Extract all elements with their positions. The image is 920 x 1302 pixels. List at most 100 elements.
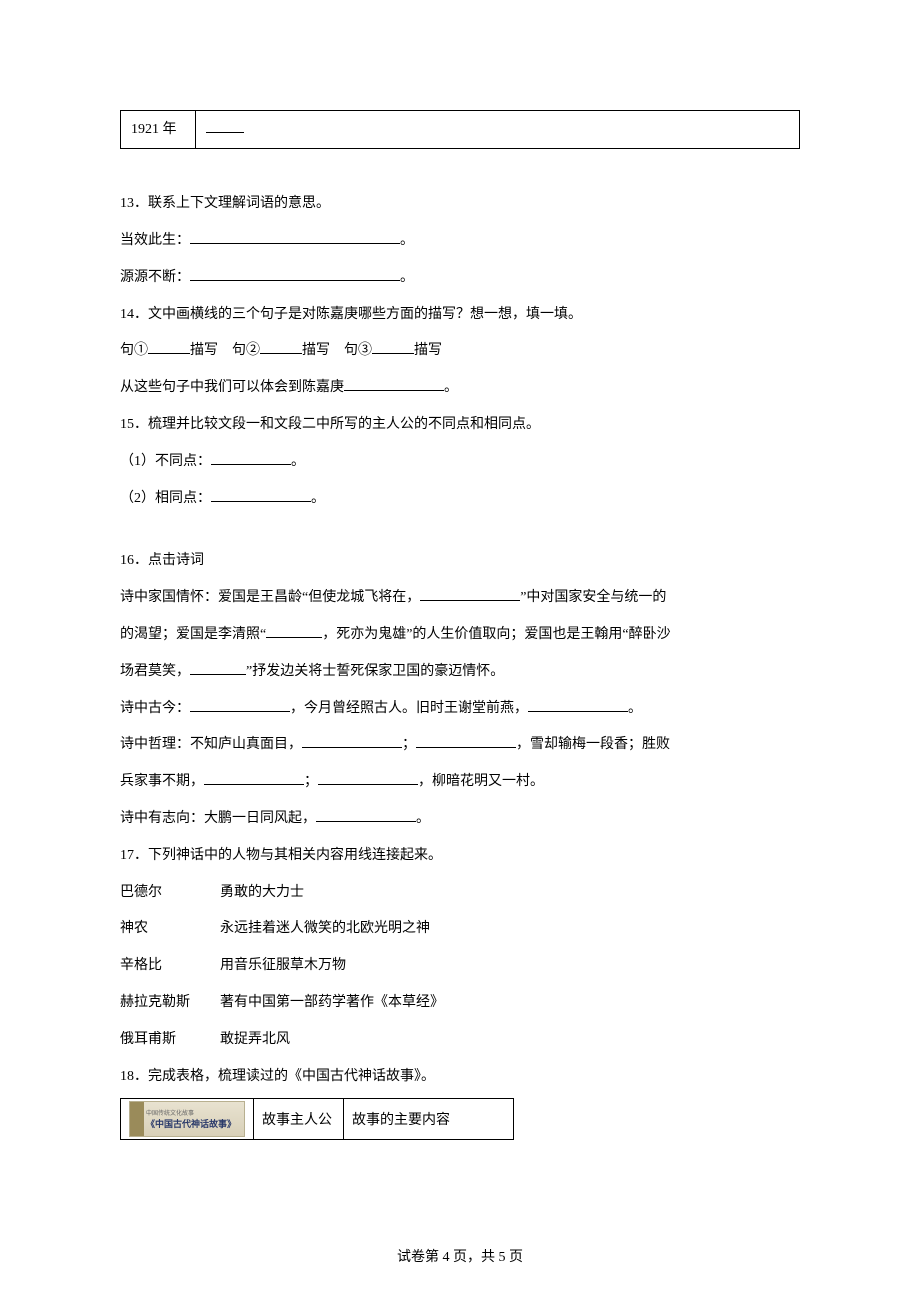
q15-stem: 15．梳理并比较文段一和文段二中所写的主人公的不同点和相同点。 <box>120 410 800 441</box>
q18-table: 中国传统文化故事 《中国古代神话故事》 故事主人公 故事的主要内容 <box>120 1098 514 1140</box>
q17-stem: 17．下列神话中的人物与其相关内容用线连接起来。 <box>120 841 800 872</box>
match-right: 用音乐征服草木万物 <box>220 951 346 982</box>
blank <box>528 698 628 712</box>
t: 句② <box>232 343 260 358</box>
q16-p7: 诗中有志向：大鹏一日同风起，。 <box>120 804 800 835</box>
t: ，柳暗花明又一村。 <box>418 774 544 789</box>
tail: 。 <box>400 270 414 285</box>
blank <box>211 488 311 502</box>
book-top-text: 中国传统文化故事 <box>146 1108 242 1117</box>
q14-stem: 14．文中画横线的三个句子是对陈嘉庚哪些方面的描写？想一想，填一填。 <box>120 300 800 331</box>
t: 。 <box>291 454 305 469</box>
blank <box>420 587 520 601</box>
blank <box>416 734 516 748</box>
t: 场君莫笑， <box>120 664 190 679</box>
blank <box>190 698 290 712</box>
q13-stem: 13．联系上下文理解词语的意思。 <box>120 189 800 220</box>
t: 诗中有志向：大鹏一日同风起， <box>120 811 316 826</box>
q16-p5: 诗中哲理：不知庐山真面目， ； ，雪却输梅一段香；胜败 <box>120 730 800 761</box>
match-row: 辛格比用音乐征服草木万物 <box>120 951 800 982</box>
page-footer: 试卷第 4 页，共 5 页 <box>0 1246 920 1266</box>
t: 的渴望；爱国是李清照“ <box>120 627 266 642</box>
t: 从这些句子中我们可以体会到陈嘉庚 <box>120 380 344 395</box>
t: 句① <box>120 343 148 358</box>
book-cover: 中国传统文化故事 《中国古代神话故事》 <box>144 1102 244 1136</box>
t: ”中对国家安全与统一的 <box>520 590 666 605</box>
match-left: 俄耳甫斯 <box>120 1025 220 1056</box>
q-text: 联系上下文理解词语的意思。 <box>148 196 330 211</box>
q14-line2: 从这些句子中我们可以体会到陈嘉庚 。 <box>120 373 800 404</box>
book-thumb-cell: 中国传统文化故事 《中国古代神话故事》 <box>121 1099 254 1140</box>
year-blank-cell <box>196 111 800 149</box>
q13-line2: 源源不断： 。 <box>120 263 800 294</box>
q-number: 15． <box>120 417 148 432</box>
q-text: 点击诗词 <box>148 553 204 568</box>
blank <box>302 734 402 748</box>
t: 。 <box>444 380 458 395</box>
year-table: 1921 年 <box>120 110 800 149</box>
q15-line2: （2）相同点：。 <box>120 484 800 515</box>
q-text: 文中画横线的三个句子是对陈嘉庚哪些方面的描写？想一想，填一填。 <box>148 307 582 322</box>
match-left: 赫拉克勒斯 <box>120 988 220 1019</box>
t: ”抒发边关将士誓死保家卫国的豪迈情怀。 <box>246 664 504 679</box>
blank <box>260 340 302 354</box>
q-number: 18． <box>120 1069 148 1084</box>
blank <box>318 771 418 785</box>
blank <box>206 119 244 133</box>
match-row: 神农永远挂着迷人微笑的北欧光明之神 <box>120 914 800 945</box>
t: ，今月曾经照古人。旧时王谢堂前燕， <box>290 701 528 716</box>
q18-col3: 故事的主要内容 <box>344 1099 514 1140</box>
q-text: 下列神话中的人物与其相关内容用线连接起来。 <box>148 848 442 863</box>
q16-p3: 场君莫笑， ”抒发边关将士誓死保家卫国的豪迈情怀。 <box>120 657 800 688</box>
year-cell: 1921 年 <box>121 111 196 149</box>
q-number: 16． <box>120 553 148 568</box>
t: （1）不同点： <box>120 454 211 469</box>
q15-line1: （1）不同点： 。 <box>120 447 800 478</box>
match-left: 辛格比 <box>120 951 220 982</box>
q16-p1: 诗中家国情怀：爱国是王昌龄“但使龙城飞将在， ”中对国家安全与统一的 <box>120 583 800 614</box>
book-thumb: 中国传统文化故事 《中国古代神话故事》 <box>129 1101 245 1137</box>
book-spine <box>130 1102 144 1136</box>
t: 描写 <box>302 343 330 358</box>
t: ，死亦为鬼雄”的人生价值取向；爱国也是王翰用“醉卧沙 <box>322 627 670 642</box>
blank <box>316 808 416 822</box>
match-right: 敢捉弄北风 <box>220 1025 290 1056</box>
t: 诗中古今： <box>120 701 190 716</box>
q16-stem: 16．点击诗词 <box>120 546 800 577</box>
blank <box>190 230 400 244</box>
book-title: 《中国古代神话故事》 <box>146 1117 242 1130</box>
match-row: 赫拉克勒斯著有中国第一部药学著作《本草经》 <box>120 988 800 1019</box>
match-left: 巴德尔 <box>120 878 220 909</box>
t: 。 <box>628 701 642 716</box>
q16-p6: 兵家事不期， ； ，柳暗花明又一村。 <box>120 767 800 798</box>
blank <box>372 340 414 354</box>
blank <box>344 377 444 391</box>
q14-line1: 句①描写 句②描写 句③描写 <box>120 336 800 367</box>
q-number: 17． <box>120 848 148 863</box>
t: 诗中家国情怀：爱国是王昌龄“但使龙城飞将在， <box>120 590 420 605</box>
t: ； <box>402 737 416 752</box>
q-number: 14． <box>120 307 148 322</box>
q-text: 梳理并比较文段一和文段二中所写的主人公的不同点和相同点。 <box>148 417 540 432</box>
t: 描写 <box>190 343 218 358</box>
t: 兵家事不期， <box>120 774 204 789</box>
blank <box>190 661 246 675</box>
t: 描写 <box>414 343 442 358</box>
blank <box>211 451 291 465</box>
blank <box>204 771 304 785</box>
q13-line1: 当效此生： 。 <box>120 226 800 257</box>
match-left: 神农 <box>120 914 220 945</box>
t: ； <box>304 774 318 789</box>
t: 诗中哲理：不知庐山真面目， <box>120 737 302 752</box>
q18-col2: 故事主人公 <box>254 1099 344 1140</box>
q17-rows: 巴德尔勇敢的大力士神农永远挂着迷人微笑的北欧光明之神辛格比用音乐征服草木万物赫拉… <box>120 878 800 1056</box>
t: ，雪却输梅一段香；胜败 <box>516 737 670 752</box>
blank <box>148 340 190 354</box>
match-row: 俄耳甫斯敢捉弄北风 <box>120 1025 800 1056</box>
blank <box>190 267 400 281</box>
label: 源源不断： <box>120 270 190 285</box>
match-right: 永远挂着迷人微笑的北欧光明之神 <box>220 914 430 945</box>
tail: 。 <box>400 233 414 248</box>
q18-stem: 18．完成表格，梳理读过的《中国古代神话故事》。 <box>120 1062 800 1093</box>
label: 当效此生： <box>120 233 190 248</box>
